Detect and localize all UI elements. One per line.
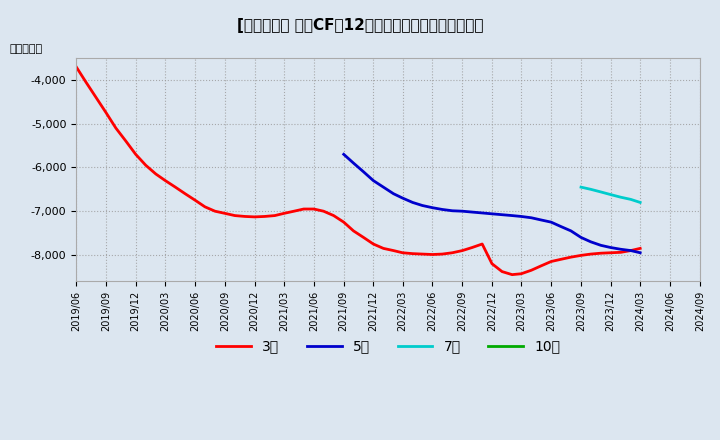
Legend: 3年, 5年, 7年, 10年: 3年, 5年, 7年, 10年 — [210, 334, 566, 359]
Line: 5年: 5年 — [343, 154, 640, 253]
Text: [３１０３｝ 投賄CFの12か月移動合計の平均値の推移: [３１０３｝ 投賄CFの12か月移動合計の平均値の推移 — [237, 18, 483, 33]
Line: 3年: 3年 — [76, 67, 640, 275]
Line: 7年: 7年 — [581, 187, 640, 202]
Y-axis label: （百万円）: （百万円） — [10, 44, 43, 54]
